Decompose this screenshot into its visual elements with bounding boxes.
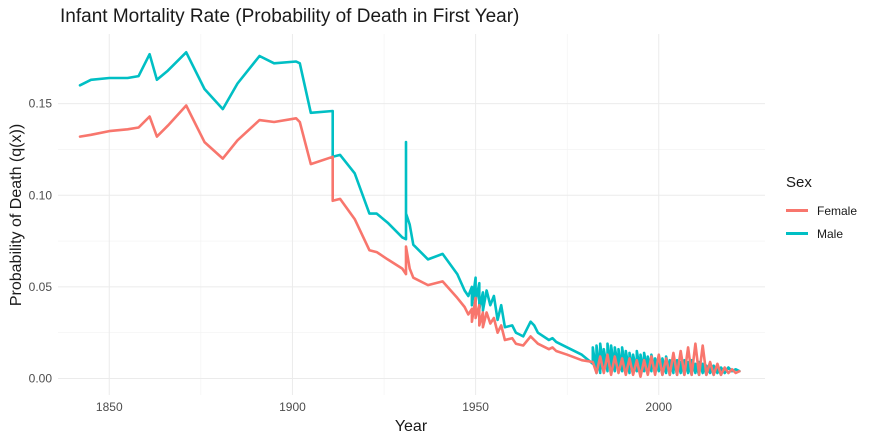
legend-item-female: Female	[786, 199, 857, 222]
legend-label-male: Male	[817, 226, 844, 241]
tick-labels: 1850 1900 1950 2000 0.00 0.05 0.10 0.15	[29, 97, 673, 414]
legend-swatch-male	[786, 232, 808, 235]
y-tick-label: 0.15	[29, 97, 53, 111]
y-tick-label: 0.00	[29, 372, 53, 386]
series-lines	[78, 50, 741, 379]
legend-label-female: Female	[817, 203, 858, 218]
y-tick-label: 0.10	[29, 188, 53, 202]
x-tick-label: 1850	[96, 400, 123, 414]
y-tick-label: 0.05	[29, 280, 53, 294]
legend-swatch-female	[786, 209, 808, 212]
x-tick-label: 1900	[279, 400, 306, 414]
y-axis-label: Probability of Death (q(x))	[8, 124, 25, 306]
x-tick-label: 1950	[462, 400, 489, 414]
chart-title: Infant Mortality Rate (Probability of De…	[60, 6, 520, 27]
legend-title: Sex	[786, 174, 812, 191]
series-line-female	[78, 104, 741, 379]
grid-lines	[58, 34, 765, 395]
x-tick-label: 2000	[645, 400, 672, 414]
series-line-male	[78, 50, 741, 377]
x-axis-label: Year	[395, 418, 428, 435]
legend-item-male: Male	[786, 222, 857, 245]
legend: Sex Female Male	[786, 174, 857, 245]
